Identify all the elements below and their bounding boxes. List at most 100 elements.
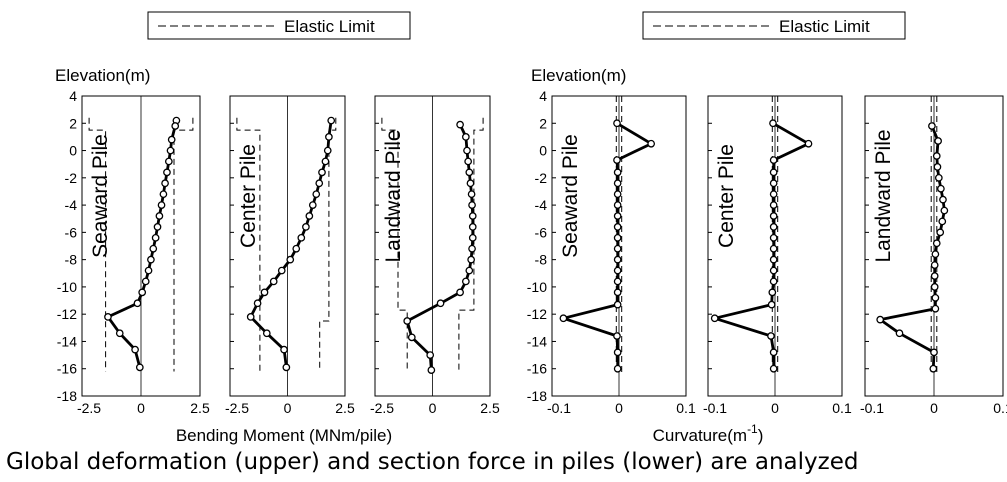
curvature-panel-3-point [937, 184, 945, 193]
curvature-panel-3-point [940, 206, 949, 215]
moment-panel-1-point [166, 146, 175, 155]
curvature-ytick-label: -4 [535, 197, 548, 213]
moment-panel-1-point [133, 299, 142, 308]
curvature-panel-2-point [767, 300, 776, 309]
moment-panel-1: Seaward Pile -2.5 0 2.5 [77, 95, 210, 416]
curvature-ytick-label: -2 [535, 170, 548, 186]
curvature-panel-1-point [613, 190, 622, 199]
moment-panel-3-point [456, 288, 464, 297]
curvature-panel-3-pile-label: Landward Pile [872, 129, 895, 262]
moment-panel-1-pile-label: Seaward Pile [89, 134, 112, 258]
curvature-panel-2-point [769, 233, 778, 242]
curvature-panel-2-pile-label: Center Pile [715, 144, 738, 248]
moment-panel-3-point [468, 233, 477, 242]
curvature-legend-label: Elastic Limit [779, 17, 870, 36]
moment-ytick-label: -10 [57, 279, 77, 295]
curvature-panel-1-point [647, 139, 656, 148]
curvature-panel-2-xtick-label: 0 [771, 400, 779, 416]
curvature-panel-3-point [931, 304, 940, 313]
curvature-panel-3-point [930, 261, 939, 269]
curvature-panel-1-point [613, 201, 622, 209]
moment-panel-3-point [468, 201, 476, 209]
moment-panel-2-point [253, 299, 262, 308]
moment-panel-1-point [115, 329, 124, 338]
moment-panel-1-series-line [106, 120, 178, 368]
moment-panel-3-point [468, 223, 477, 231]
moment-panel-2-point [305, 212, 314, 220]
curvature-ylabel: Elevation(m) [531, 66, 626, 85]
curvature-panel-2-point [769, 266, 778, 275]
moment-panel-1-xtick-label: 2.5 [190, 400, 210, 416]
curvature-ytick-label: -12 [527, 306, 547, 322]
moment-panel-1-point [157, 201, 166, 209]
curvature-panel-1-pile-label: Seaward Pile [559, 134, 582, 258]
moment-panel-3-point [407, 333, 416, 342]
moment-panel-2-elastic-limit-pos [319, 117, 337, 372]
moment-panel-2-xtick-label: 2.5 [335, 400, 355, 416]
moment-panel-1-point [147, 255, 155, 264]
curvature-panel-3-point [931, 250, 940, 259]
moment-panel-2-point [323, 146, 332, 155]
moment-panel-1-xtick-label: -2.5 [77, 400, 101, 416]
moment-panel-1-point [144, 266, 153, 275]
curvature-panel-1-point [613, 332, 621, 340]
moment-panel-3-series-line [405, 124, 475, 371]
moment-panel-2-elastic-limit-neg [236, 117, 261, 372]
moment-panel-1-elastic-limit-pos [173, 117, 194, 372]
moment-ylabel: Elevation(m) [55, 66, 150, 85]
curvature-panel-1-point [613, 288, 622, 297]
curvature-panel-1-point [613, 119, 621, 128]
curvature-panel-2-point [768, 288, 777, 297]
curvature-panel-2-point [769, 201, 778, 209]
moment-panel-2-point [297, 233, 306, 242]
moment-legend-label: Elastic Limit [284, 17, 375, 36]
curvature-panel-1-point [613, 156, 621, 164]
curvature-legend-box [642, 11, 906, 40]
curvature-panel-3-point [929, 364, 938, 373]
moment-panel-2-point [282, 363, 291, 372]
moment-panel-3-point [464, 157, 472, 166]
curvature-panel-3-point [932, 152, 941, 160]
moment-ytick-label: -14 [57, 333, 77, 349]
moment-panel-2-xtick-label: 0 [284, 400, 292, 416]
curvature-panel-1-point [613, 364, 622, 373]
curvature-panel-2-point [769, 179, 778, 188]
moment-panel-3-point [426, 351, 435, 359]
curvature-panel-2-point [767, 332, 775, 340]
moment-panel-3-point [467, 255, 475, 264]
curvature-panel-3-point [932, 239, 941, 248]
curvature-panel-2-xtick-label: 0.1 [832, 400, 852, 416]
moment-panel-3-pile-label: Landward Pile [382, 129, 405, 262]
moment-panel-3-point [463, 146, 471, 155]
curvature-panel-2-point [769, 223, 778, 231]
curvature-panel-2-point [769, 277, 778, 286]
moment-xlabel: Bending Moment (MNm/pile) [176, 426, 392, 445]
curvature-panel-3-point [895, 329, 904, 338]
curvature-panel-3-xtick-label: -0.1 [860, 400, 884, 416]
moment-panel-1-xtick-label: 0 [137, 400, 145, 416]
moment-panel-3-point [468, 212, 477, 220]
curvature-panel-1: Seaward Pile -0.1 0 0.1 [547, 95, 696, 416]
moment-panel-1-point [153, 223, 162, 231]
curvature-ytick-label: -14 [527, 333, 547, 349]
curvature-panel-3-point [876, 315, 885, 324]
moment-panel-1-elastic-limit-neg [88, 117, 107, 372]
moment-panel-1-point [163, 168, 171, 177]
moment-ytick-label: 0 [69, 143, 77, 159]
curvature-panel-2-point [769, 190, 778, 199]
moment-panel-3-xtick-label: 2.5 [480, 400, 500, 416]
moment-panel-3-elastic-limit-neg [381, 117, 408, 372]
curvature-panel-3-point [936, 228, 945, 237]
curvature-ytick-label: 0 [539, 143, 547, 159]
moment-panel-1-point [161, 179, 169, 188]
curvature-panel-1-point [613, 266, 622, 275]
curvature-panel-2-point [804, 139, 813, 148]
moment-panel-1-point [164, 157, 173, 166]
curvature-panel-1-point [613, 168, 622, 177]
moment-panel-2-point [269, 277, 278, 286]
moment-legend-box [147, 11, 411, 40]
curvature-panel-2-point [769, 244, 778, 253]
moment-panel-1-point [171, 122, 180, 130]
moment-panel-1-point [131, 345, 139, 354]
moment-panel-3-point [468, 244, 476, 253]
